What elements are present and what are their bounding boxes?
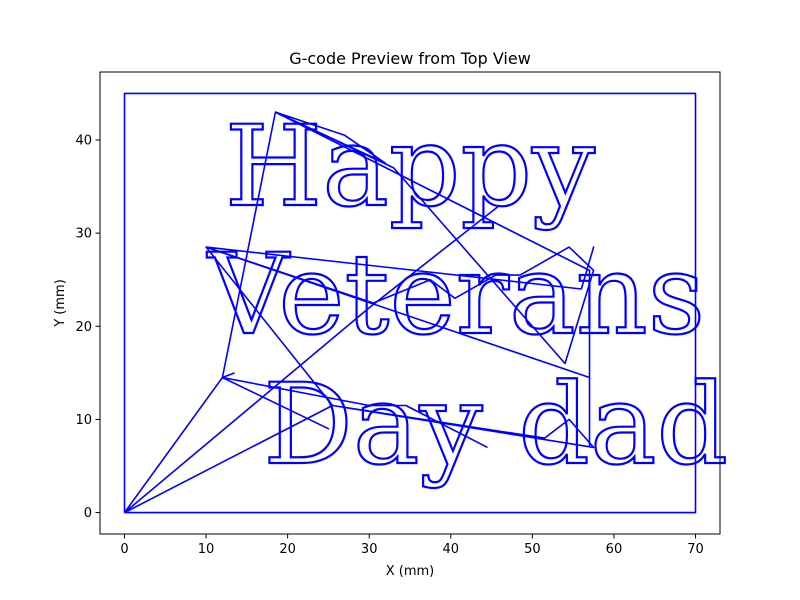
- toolpath-travel-line: [275, 111, 387, 165]
- y-axis-ticks: 0 10 20 30 40: [75, 133, 100, 521]
- toolpath-travel-line: [205, 246, 591, 448]
- x-tick-label: 20: [279, 542, 296, 557]
- x-tick-label: 10: [198, 542, 215, 557]
- axes-frame: [99, 71, 721, 535]
- x-tick-label: 60: [606, 542, 623, 557]
- toolpath-travel-line: [275, 111, 591, 378]
- toolpath-travel-line: [221, 111, 595, 379]
- y-tick-label: 20: [75, 320, 92, 335]
- toolpath-travel-line: [222, 376, 488, 449]
- toolpath-travel-line: [124, 246, 595, 514]
- toolpath-lines: [123, 92, 697, 514]
- toolpath-travel-line: [123, 376, 330, 514]
- x-tick-label: 30: [361, 542, 378, 557]
- toolpath-text-line: Day dad: [263, 360, 728, 490]
- x-tick-label: 50: [524, 542, 541, 557]
- chart-title: G-code Preview from Top View: [289, 49, 531, 68]
- x-axis-ticks: 0 10 20 30 40 50 60 70: [120, 534, 704, 557]
- y-tick-label: 40: [75, 133, 92, 148]
- toolpath-border: [123, 92, 697, 514]
- x-axis-label: X (mm): [386, 564, 435, 579]
- x-tick-label: 0: [120, 542, 128, 557]
- toolpath-text-line: Happy: [225, 102, 595, 232]
- y-tick-label: 30: [75, 227, 92, 242]
- y-axis-label: Y (mm): [53, 279, 68, 328]
- y-tick-label: 0: [84, 506, 92, 521]
- x-tick-label: 40: [443, 542, 460, 557]
- toolpath-text-line: Veterans: [206, 230, 705, 360]
- y-tick-label: 10: [75, 413, 92, 428]
- x-tick-label: 70: [687, 542, 704, 557]
